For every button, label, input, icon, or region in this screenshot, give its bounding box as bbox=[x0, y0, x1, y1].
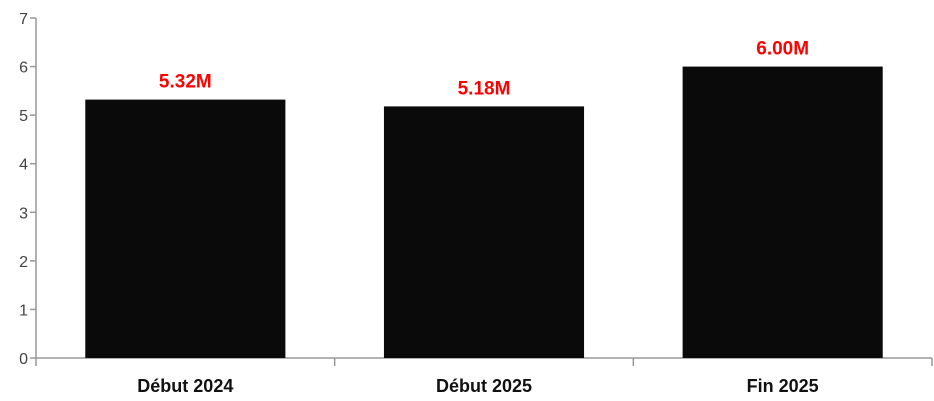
y-tick-label: 3 bbox=[19, 205, 28, 222]
data-label: 5.18M bbox=[458, 78, 511, 99]
bars bbox=[85, 66, 883, 359]
y-tick-label: 0 bbox=[19, 351, 28, 368]
y-axis: 0 1 2 3 4 5 6 7 bbox=[19, 11, 37, 368]
y-tick-label: 6 bbox=[19, 60, 28, 77]
x-axis: Début 2024 Début 2025 Fin 2025 bbox=[35, 357, 933, 396]
y-tick-label: 7 bbox=[19, 11, 28, 28]
data-label: 6.00M bbox=[756, 39, 809, 60]
y-tick-label: 4 bbox=[19, 157, 28, 174]
bar bbox=[383, 106, 585, 359]
bar bbox=[85, 99, 286, 358]
x-tick-label: Début 2024 bbox=[137, 376, 233, 396]
x-tick-label: Début 2025 bbox=[436, 376, 532, 396]
bar bbox=[682, 66, 883, 359]
y-tick-label: 2 bbox=[19, 254, 28, 271]
data-labels: 5.32M 5.18M 6.00M bbox=[159, 39, 809, 100]
y-tick-label: 1 bbox=[19, 302, 28, 319]
y-tick-label: 5 bbox=[19, 108, 28, 125]
x-tick-label: Fin 2025 bbox=[747, 376, 819, 396]
data-label: 5.32M bbox=[159, 72, 212, 93]
